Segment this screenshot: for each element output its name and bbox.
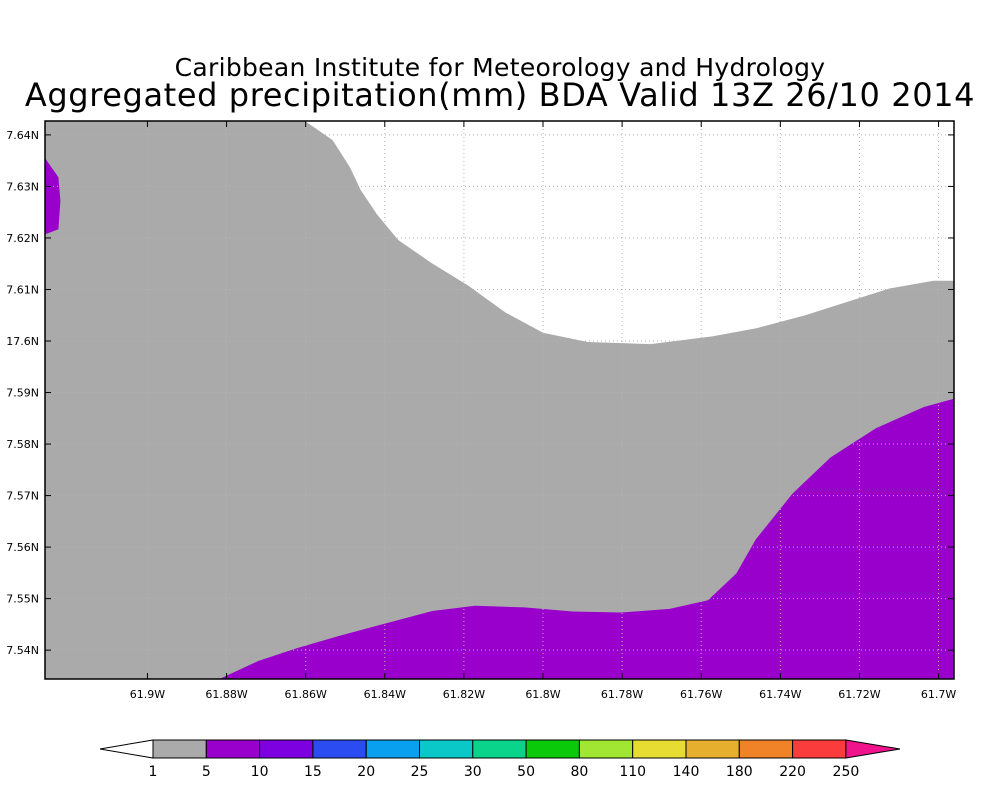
precip-region-5-10	[45, 398, 954, 679]
colorbar-box	[578, 739, 634, 759]
y-tick-label: 7.62N	[6, 232, 39, 245]
colorbar-box	[312, 739, 367, 759]
colorbar-box	[525, 739, 580, 759]
y-tick-label: 7.59N	[6, 387, 39, 400]
colorbar-box	[685, 739, 740, 759]
map-gridlines	[45, 121, 954, 679]
colorbar-box	[632, 739, 687, 759]
latitude-ticks: 7.64N 7.63N 7.62N 7.61N 17.6N 7.59N 7.58N 7.57N…	[6, 129, 954, 657]
x-tick-label: 61.72W	[838, 688, 880, 701]
colorbar-label: 25	[411, 764, 429, 780]
colorbar-label: 1	[149, 764, 158, 780]
y-tick-label: 7.58N	[6, 438, 39, 451]
y-tick-label: 7.54N	[6, 644, 39, 657]
colorbar-box	[472, 739, 527, 759]
x-tick-label: 61.9W	[130, 688, 165, 701]
y-tick-label: 7.55N	[6, 593, 39, 606]
longitude-ticks: 61.9W 61.88W 61.86W 61.84W 61.82W 61.8W 61.78W…	[130, 121, 956, 701]
map-frame	[44, 120, 955, 680]
y-tick-label: 17.6N	[6, 335, 39, 348]
y-tick-label: 7.61N	[6, 283, 39, 296]
colorbar-arrow-low	[99, 739, 154, 759]
precip-region-5-10	[45, 158, 61, 235]
colorbar-box	[738, 739, 794, 759]
y-tick-label: 7.56N	[6, 541, 39, 554]
colorbar-box	[259, 739, 314, 759]
colorbar-label: 180	[726, 764, 753, 780]
colorbar-label: 30	[464, 764, 482, 780]
x-tick-label: 61.78W	[601, 688, 643, 701]
colorbar-label: 220	[779, 764, 806, 780]
colorbar-label: 80	[570, 764, 588, 780]
y-tick-label: 7.64N	[6, 129, 39, 142]
colorbar-box	[419, 739, 474, 759]
colorbar-label: 140	[673, 764, 700, 780]
y-tick-label: 7.57N	[6, 490, 39, 503]
colorbar-label: 110	[619, 764, 646, 780]
colorbar-label: 250	[833, 764, 860, 780]
colorbar-label: 10	[251, 764, 269, 780]
precip-region-1-5	[45, 121, 954, 679]
x-tick-label: 61.76W	[680, 688, 722, 701]
colorbar-label: 50	[517, 764, 535, 780]
chart-title-product: Aggregated precipitation(mm) BDA Valid 1…	[24, 76, 976, 114]
x-tick-label: 61.88W	[205, 688, 247, 701]
colorbar-label: 5	[202, 764, 211, 780]
colorbar-box	[205, 739, 261, 759]
x-tick-label: 61.74W	[759, 688, 801, 701]
x-tick-label: 61.8W	[525, 688, 560, 701]
colorbar-arrow-high	[845, 739, 901, 759]
chart-title-institute: Caribbean Institute for Meteorology and …	[174, 53, 826, 82]
x-tick-label: 61.86W	[284, 688, 326, 701]
colorbar-label: 15	[304, 764, 322, 780]
colorbar-box	[792, 739, 847, 759]
colorbar-box	[152, 739, 207, 759]
y-tick-label: 7.63N	[6, 180, 39, 193]
colorbar-label: 20	[357, 764, 375, 780]
x-tick-label: 61.7W	[921, 688, 956, 701]
colorbar: 1 5 10 15 20 25 30 50 80 110 140 180 220 250	[99, 739, 901, 780]
colorbar-box	[365, 739, 421, 759]
precipitation-fills	[45, 121, 954, 679]
x-tick-label: 61.82W	[443, 688, 485, 701]
x-tick-label: 61.84W	[364, 688, 406, 701]
